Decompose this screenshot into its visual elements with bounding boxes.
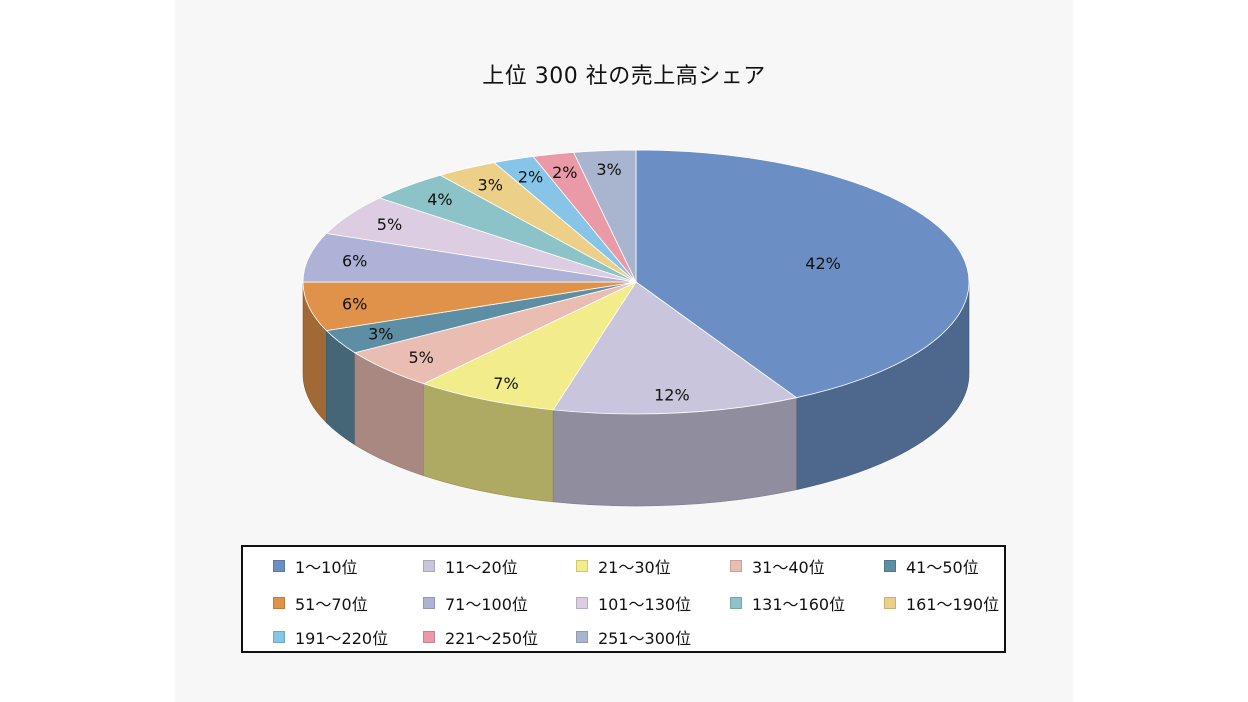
legend-item: 161〜190位 [884,593,1000,614]
slice-label-12: 2% [552,163,577,182]
legend-swatch [576,597,588,609]
legend-item: 21〜30位 [576,556,671,577]
legend-swatch [273,631,285,643]
legend-swatch [273,560,285,572]
legend-label: 31〜40位 [752,558,825,577]
slice-label-8: 5% [377,215,402,234]
pie-slice-3 [422,281,638,411]
legend-item: 41〜50位 [884,556,979,577]
legend-label: 1〜10位 [295,558,358,577]
legend-item: 251〜300位 [576,627,692,648]
slice-label-3: 7% [493,374,518,393]
legend-label: 161〜190位 [906,595,1000,614]
legend-label: 11〜20位 [445,558,518,577]
legend-label: 71〜100位 [445,595,528,614]
legend-label: 251〜300位 [598,629,692,648]
legend-label: 101〜130位 [598,595,692,614]
legend-swatch [884,597,896,609]
pie-slice-7 [302,232,637,283]
pie-top-faces [302,149,970,415]
slice-label-5: 3% [368,325,393,344]
chart-title: 上位 300 社の売上高シェア [482,64,766,89]
slice-label-13: 3% [596,160,621,179]
legend-label: 41〜50位 [906,558,979,577]
pie-slice-6 [302,281,637,332]
pie-side-walls [302,281,970,507]
legend-label: 131〜160位 [752,595,846,614]
legend-label: 51〜70位 [295,595,368,614]
pie-slice-13 [572,149,637,283]
legend-item: 101〜130位 [576,593,692,614]
legend-item: 71〜100位 [423,593,528,614]
slice-label-11: 2% [518,167,543,186]
legend-label: 191〜220位 [295,629,389,648]
legend-swatch [423,597,435,609]
legend-swatch [423,631,435,643]
pie-slice-1 [635,149,970,399]
legend-item: 31〜40位 [730,556,825,577]
slice-label-1: 42% [805,254,841,273]
pie-labels: 42%12%7%5%3%6%6%5%4%3% 2% 2% 3% [342,160,841,405]
legend-item: 191〜220位 [273,627,389,648]
legend-swatch [730,560,742,572]
legend-swatch [576,631,588,643]
legend-label: 21〜30位 [598,558,671,577]
legend-swatch [576,560,588,572]
legend-item: 51〜70位 [273,593,368,614]
pie-side-2 [552,397,797,507]
pie-slice-2 [552,281,798,415]
slice-label-9: 4% [427,190,452,209]
slice-label-2: 12% [654,386,690,405]
slice-label-6: 6% [342,294,367,313]
legend-swatch [423,560,435,572]
slice-label-10: 3% [478,175,503,194]
legend-label: 221〜250位 [445,629,539,648]
legend-item: 1〜10位 [273,556,358,577]
slice-label-4: 5% [408,348,433,367]
legend-item: 11〜20位 [423,556,518,577]
chart-legend: 1〜10位 11〜20位 21〜30位 31〜40位 41〜50位 51〜70位 71〜10… [241,545,1006,653]
legend-swatch [884,560,896,572]
legend-swatch [730,597,742,609]
legend-item: 221〜250位 [423,627,539,648]
legend-item: 131〜160位 [730,593,846,614]
legend-swatch [273,597,285,609]
slice-label-7: 6% [342,252,367,271]
